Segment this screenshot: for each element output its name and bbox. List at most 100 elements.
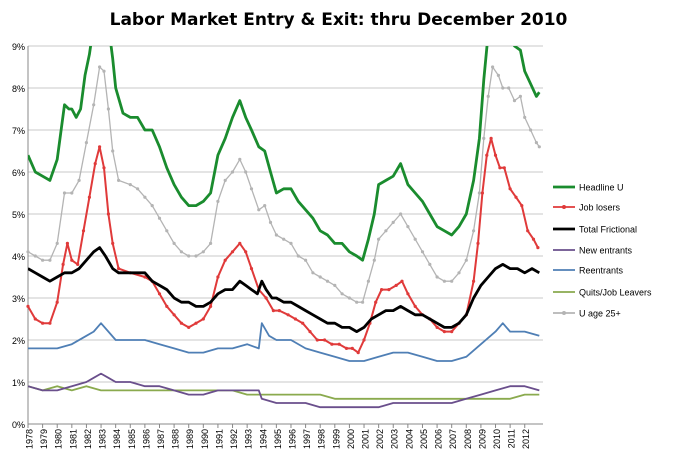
data-point-job-losers	[480, 191, 484, 195]
x-tick-label: 2007	[448, 429, 458, 449]
legend-label-u-age-25-: U age 25+	[579, 309, 621, 319]
data-point-job-losers	[93, 162, 97, 166]
data-point-u-age-25-	[33, 254, 37, 258]
data-point-u-age-25-	[172, 241, 176, 245]
data-point-u-age-25-	[496, 73, 500, 77]
series-line-quits-job-leavers	[28, 385, 540, 400]
legend-label-new-entrants: New entrants	[579, 246, 633, 256]
series-line-total-frictional	[28, 246, 540, 334]
data-point-u-age-25-	[507, 86, 511, 90]
x-tick-label: 1998	[317, 429, 327, 449]
data-point-u-age-25-	[157, 216, 162, 220]
data-point-u-age-25-	[179, 250, 183, 254]
data-point-u-age-25-	[361, 300, 365, 304]
x-tick-label: 1985	[127, 429, 137, 449]
data-point-u-age-25-	[257, 208, 261, 212]
data-point-u-age-25-	[150, 204, 154, 208]
data-point-u-age-25-	[491, 65, 495, 69]
data-point-job-losers	[98, 145, 102, 149]
legend-marker-u-age-25-	[562, 311, 566, 315]
x-tick-label: 1981	[68, 429, 78, 449]
data-point-job-losers	[194, 321, 198, 325]
data-point-job-losers	[450, 330, 454, 334]
data-point-job-losers	[502, 166, 506, 170]
data-point-u-age-25-	[274, 233, 278, 237]
data-point-job-losers	[244, 250, 248, 254]
data-point-job-losers	[301, 321, 305, 325]
data-point-job-losers	[498, 166, 502, 170]
x-tick-label: 1983	[98, 429, 108, 449]
data-point-job-losers	[216, 275, 220, 279]
data-point-u-age-25-	[347, 296, 351, 300]
data-point-u-age-25-	[111, 149, 115, 153]
data-point-u-age-25-	[366, 279, 370, 283]
y-tick-label: 5%	[12, 210, 25, 220]
series-line-u-age-25-	[28, 66, 540, 303]
y-tick-label: 8%	[12, 84, 25, 94]
data-point-job-losers	[65, 241, 69, 245]
data-point-u-age-25-	[143, 195, 147, 199]
x-tick-label: 1997	[302, 429, 312, 449]
x-tick-label: 1995	[273, 429, 283, 449]
data-point-u-age-25-	[106, 107, 110, 111]
series-line-headline-u	[28, 46, 541, 262]
data-point-u-age-25-	[289, 241, 293, 245]
data-point-job-losers	[526, 229, 530, 233]
data-point-job-losers	[472, 279, 476, 283]
x-tick-label: 2005	[419, 429, 429, 449]
x-tick-label: 2002	[375, 429, 385, 449]
y-tick-label: 1%	[12, 378, 25, 388]
x-tick-label: 2003	[390, 429, 400, 449]
data-point-u-age-25-	[355, 300, 359, 304]
data-point-job-losers	[406, 292, 410, 296]
y-tick-label: 2%	[12, 336, 25, 346]
data-point-u-age-25-	[165, 229, 169, 233]
data-point-u-age-25-	[325, 279, 330, 283]
y-tick-label: 9%	[12, 42, 25, 52]
data-point-job-losers	[293, 317, 297, 321]
data-point-u-age-25-	[442, 279, 446, 283]
x-tick-label: 2008	[463, 429, 473, 449]
data-point-u-age-25-	[268, 220, 273, 224]
data-point-job-losers	[531, 237, 536, 241]
data-point-job-losers	[238, 241, 242, 245]
x-tick-label: 1987	[156, 429, 166, 449]
data-point-u-age-25-	[472, 229, 476, 233]
data-point-job-losers	[41, 321, 45, 325]
data-point-u-age-25-	[128, 183, 132, 187]
x-tick-label: 1980	[54, 429, 64, 449]
data-point-job-losers	[165, 304, 169, 308]
data-point-job-losers	[514, 195, 518, 199]
x-tick-label: 1979	[39, 429, 49, 449]
data-point-job-losers	[344, 346, 349, 350]
data-point-job-losers	[106, 212, 110, 216]
data-point-job-losers	[117, 267, 121, 271]
x-tick-label: 1992	[229, 429, 239, 449]
data-point-u-age-25-	[377, 237, 381, 241]
x-tick-label: 2010	[492, 429, 502, 449]
data-point-job-losers	[489, 136, 493, 140]
data-point-job-losers	[61, 262, 65, 266]
data-point-u-age-25-	[529, 128, 533, 132]
data-point-job-losers	[70, 258, 74, 262]
data-point-job-losers	[172, 313, 176, 317]
data-point-job-losers	[55, 300, 59, 304]
data-point-job-losers	[33, 317, 37, 321]
y-tick-label: 4%	[12, 252, 25, 262]
data-point-u-age-25-	[523, 115, 527, 119]
data-point-u-age-25-	[518, 94, 523, 98]
data-point-job-losers	[400, 279, 404, 283]
data-point-u-age-25-	[457, 271, 461, 275]
data-point-u-age-25-	[48, 258, 52, 262]
legend-label-reentrants: Reentrants	[579, 266, 624, 276]
legend-label-total-frictional: Total Frictional	[579, 225, 637, 235]
data-point-job-losers	[81, 229, 86, 233]
series-line-new-entrants	[28, 372, 540, 409]
data-point-job-losers	[374, 300, 378, 304]
data-point-u-age-25-	[102, 69, 106, 73]
x-tick-label: 1986	[141, 429, 151, 449]
data-point-u-age-25-	[77, 178, 81, 182]
x-tick-label: 1990	[200, 429, 210, 449]
data-point-job-losers	[111, 241, 115, 245]
data-point-u-age-25-	[98, 65, 102, 69]
